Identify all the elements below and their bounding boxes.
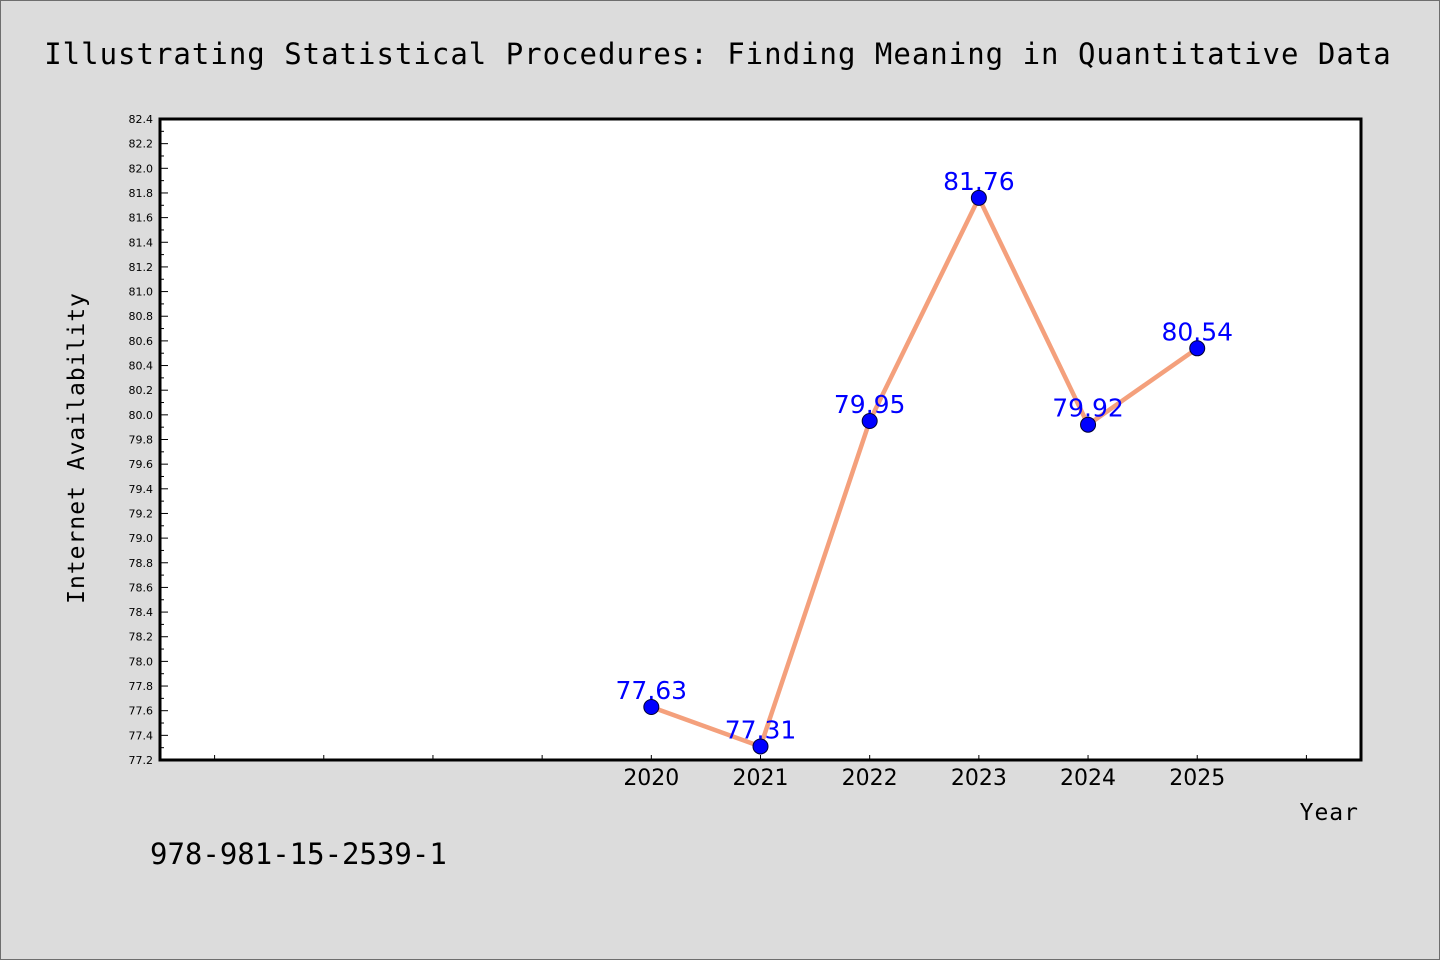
- y-tick-label: 81.2: [129, 261, 154, 274]
- y-tick-label: 79.0: [129, 532, 154, 545]
- y-tick-label: 77.2: [129, 754, 154, 767]
- y-tick-label: 79.2: [129, 507, 154, 520]
- data-point: [643, 698, 660, 715]
- y-tick-label: 78.4: [129, 606, 154, 619]
- series-layer: 77.63 77.31 79.95 81.76 79.92 80.54: [616, 167, 1233, 755]
- x-axis: 2020 2021 2022 2023 2024 2025: [214, 755, 1307, 791]
- data-point: [1189, 340, 1206, 357]
- y-tick-label: 81.8: [129, 187, 154, 200]
- x-tick-label: 2020: [623, 766, 679, 791]
- chart-title: Illustrating Statistical Procedures: Fin…: [44, 37, 1392, 71]
- data-point: [752, 738, 769, 755]
- data-label: 77.63: [616, 676, 688, 705]
- x-tick-label: 2022: [842, 766, 898, 791]
- data-label: 80.54: [1161, 317, 1233, 346]
- plot-area: [160, 119, 1361, 760]
- y-tick-label: 82.4: [129, 113, 154, 126]
- plot-border: [158, 117, 1363, 762]
- x-tick-label: 2025: [1169, 766, 1225, 791]
- y-tick-label: 79.4: [129, 483, 154, 496]
- y-tick-label: 77.4: [129, 729, 154, 742]
- x-axis-label: Year: [1300, 800, 1359, 826]
- y-tick-label: 77.6: [129, 705, 154, 718]
- y-tick-label: 78.6: [129, 581, 154, 594]
- x-tick-label: 2021: [733, 766, 789, 791]
- y-tick-label: 81.6: [129, 212, 154, 225]
- y-tick-label: 79.8: [129, 434, 154, 447]
- y-tick-label: 81.0: [129, 286, 154, 299]
- series-line: [650, 192, 1199, 750]
- data-point: [1080, 416, 1097, 433]
- y-tick-label: 80.2: [129, 384, 154, 397]
- y-tick-label: 78.8: [129, 557, 154, 570]
- y-tick-label: 82.0: [129, 162, 154, 175]
- x-tick-label: 2023: [951, 766, 1007, 791]
- y-tick-label: 79.6: [129, 458, 154, 471]
- y-axis-label: Internet Availability: [64, 292, 90, 604]
- data-label: 81.76: [943, 167, 1015, 196]
- data-label: 79.95: [834, 390, 906, 419]
- y-tick-label: 80.0: [129, 409, 154, 422]
- y-tick-label: 81.4: [129, 236, 154, 249]
- isbn-code: 978-981-15-2539-1: [150, 837, 447, 871]
- y-tick-label: 82.2: [129, 138, 154, 151]
- y-tick-label: 80.4: [129, 360, 154, 373]
- y-tick-label: 80.6: [129, 335, 154, 348]
- data-point: [861, 413, 878, 430]
- data-label: 79.92: [1052, 394, 1124, 423]
- y-tick-label: 77.8: [129, 680, 154, 693]
- y-tick-label: 78.2: [129, 631, 154, 644]
- x-tick-label: 2024: [1060, 766, 1116, 791]
- y-axis: 77.2 77.4 77.6 77.8 78.0 78.2 78.4 78.6 78.8 79.0…: [129, 113, 168, 767]
- y-tick-label: 78.0: [129, 655, 154, 668]
- data-label: 77.31: [725, 715, 797, 744]
- y-tick-label: 80.8: [129, 310, 154, 323]
- data-point: [970, 189, 987, 206]
